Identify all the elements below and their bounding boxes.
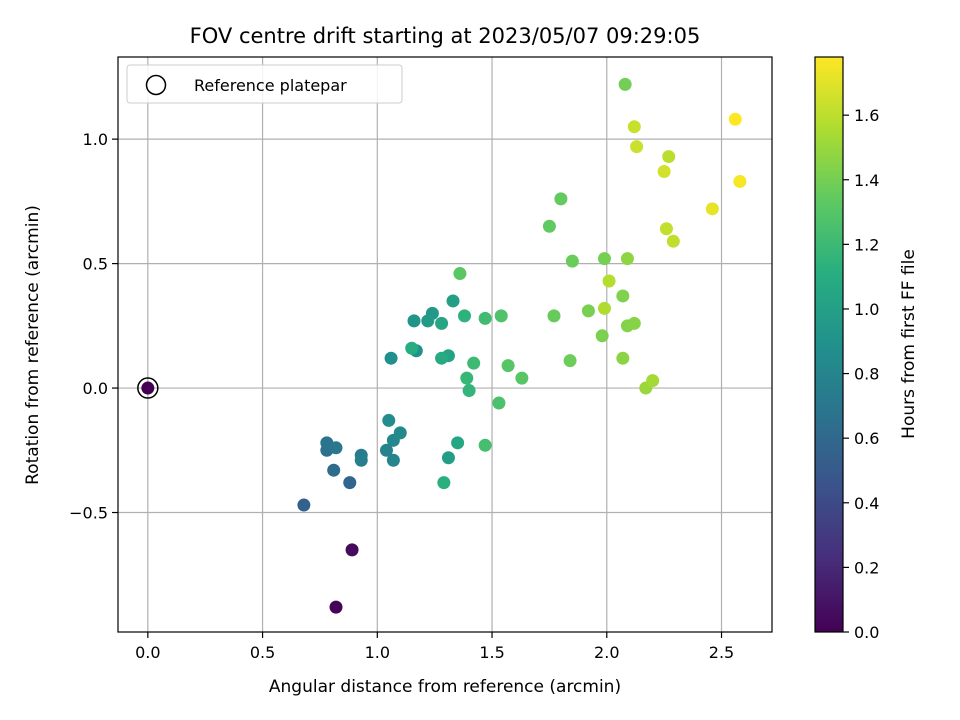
colorbar-ticks: 0.0 0.2 0.4 0.6 0.8 1.0 1.2 1.4 1.6 (843, 106, 879, 642)
colorbar-tick-label: 1.6 (854, 106, 879, 125)
scatter-point (421, 314, 435, 328)
scatter-point (733, 174, 747, 188)
colorbar-tick-label: 0.0 (854, 623, 879, 642)
colorbar-tick-label: 0.8 (854, 365, 879, 384)
data-points (141, 77, 747, 614)
scatter-point (329, 600, 343, 614)
reference-marker (137, 377, 159, 399)
colorbar-tick-label: 0.2 (854, 558, 879, 577)
scatter-point (627, 316, 641, 330)
scatter-point (379, 443, 393, 457)
colorbar-label: Hours from first FF file (899, 249, 919, 439)
scatter-point (386, 453, 400, 467)
scatter-point (393, 426, 407, 440)
x-tick-label: 1.5 (479, 643, 504, 662)
scatter-point (460, 371, 474, 385)
scatter-point (705, 202, 719, 216)
scatter-point (616, 351, 630, 365)
scatter-point (458, 309, 472, 323)
legend-box (126, 64, 403, 104)
scatter-point (602, 274, 616, 288)
scatter-point (616, 289, 630, 303)
scatter-point (345, 543, 359, 557)
colorbar-gradient (814, 56, 844, 633)
legend: Reference platepar (126, 64, 403, 104)
scatter-point (354, 453, 368, 467)
scatter-point (627, 120, 641, 134)
scatter-point (435, 351, 449, 365)
colorbar: 0.0 0.2 0.4 0.6 0.8 1.0 1.2 1.4 1.6 Hours from f… (814, 56, 919, 642)
scatter-point (297, 498, 311, 512)
scatter-point (646, 374, 660, 388)
scatter-point (384, 351, 398, 365)
scatter-point (659, 222, 673, 236)
scatter-point (597, 301, 611, 315)
x-tick-label: 0.5 (250, 643, 275, 662)
scatter-point (563, 354, 577, 368)
scatter-point (467, 356, 481, 370)
y-tick-label: −0.5 (69, 504, 108, 523)
scatter-point (662, 150, 676, 164)
scatter-point (542, 219, 556, 233)
scatter-point (405, 341, 419, 355)
scatter-point (382, 413, 396, 427)
scatter-point (494, 309, 508, 323)
scatter-point (329, 441, 343, 455)
legend-reference-label: Reference platepar (194, 76, 347, 95)
scatter-point (478, 311, 492, 325)
x-tick-label: 1.0 (365, 643, 390, 662)
scatter-point (435, 316, 449, 330)
x-axis-ticks: 0.0 0.5 1.0 1.5 2.0 2.5 (135, 632, 734, 662)
scatter-point (446, 294, 460, 308)
scatter-point (597, 252, 611, 266)
scatter-point (547, 309, 561, 323)
scatter-point (595, 329, 609, 343)
scatter-point (327, 463, 341, 477)
scatter-point (515, 371, 529, 385)
scatter-point (343, 476, 357, 490)
scatter-point (620, 252, 634, 266)
scatter-point (437, 476, 451, 490)
x-tick-label: 0.0 (135, 643, 160, 662)
y-tick-label: 1.0 (83, 130, 108, 149)
grid-lines (118, 57, 772, 632)
scatter-point (630, 140, 644, 154)
scatter-point (407, 314, 421, 328)
x-axis-label: Angular distance from reference (arcmin) (269, 677, 621, 697)
reference-platepar-marker (137, 377, 159, 399)
colorbar-tick-label: 0.4 (854, 494, 879, 513)
y-tick-label: 0.5 (83, 255, 108, 274)
scatter-point (462, 384, 476, 398)
scatter-point (657, 165, 671, 179)
x-tick-label: 2.5 (709, 643, 734, 662)
colorbar-tick-label: 1.0 (854, 300, 879, 319)
chart-title: FOV centre drift starting at 2023/05/07 … (190, 24, 701, 48)
scatter-point (453, 267, 467, 281)
scatter-point (565, 254, 579, 268)
scatter-point (451, 436, 465, 450)
colorbar-tick-label: 1.2 (854, 235, 879, 254)
y-axis-label: Rotation from reference (arcmin) (23, 205, 43, 485)
scatter-point (554, 192, 568, 206)
scatter-point (141, 381, 155, 395)
colorbar-tick-label: 0.6 (854, 429, 879, 448)
colorbar-tick-label: 1.4 (854, 171, 879, 190)
scatter-point (618, 77, 632, 91)
scatter-point (581, 304, 595, 318)
scatter-point (492, 396, 506, 410)
scatter-point (441, 451, 455, 465)
plot-frame (117, 56, 773, 633)
scatter-point (501, 359, 515, 373)
scatter-point (728, 112, 742, 126)
scatter-point (666, 234, 680, 248)
scatter-point (478, 438, 492, 452)
y-axis-ticks: −0.5 0.0 0.5 1.0 (69, 130, 118, 523)
x-tick-label: 2.0 (594, 643, 619, 662)
legend-reference-marker-icon (145, 74, 167, 96)
y-tick-label: 0.0 (83, 379, 108, 398)
